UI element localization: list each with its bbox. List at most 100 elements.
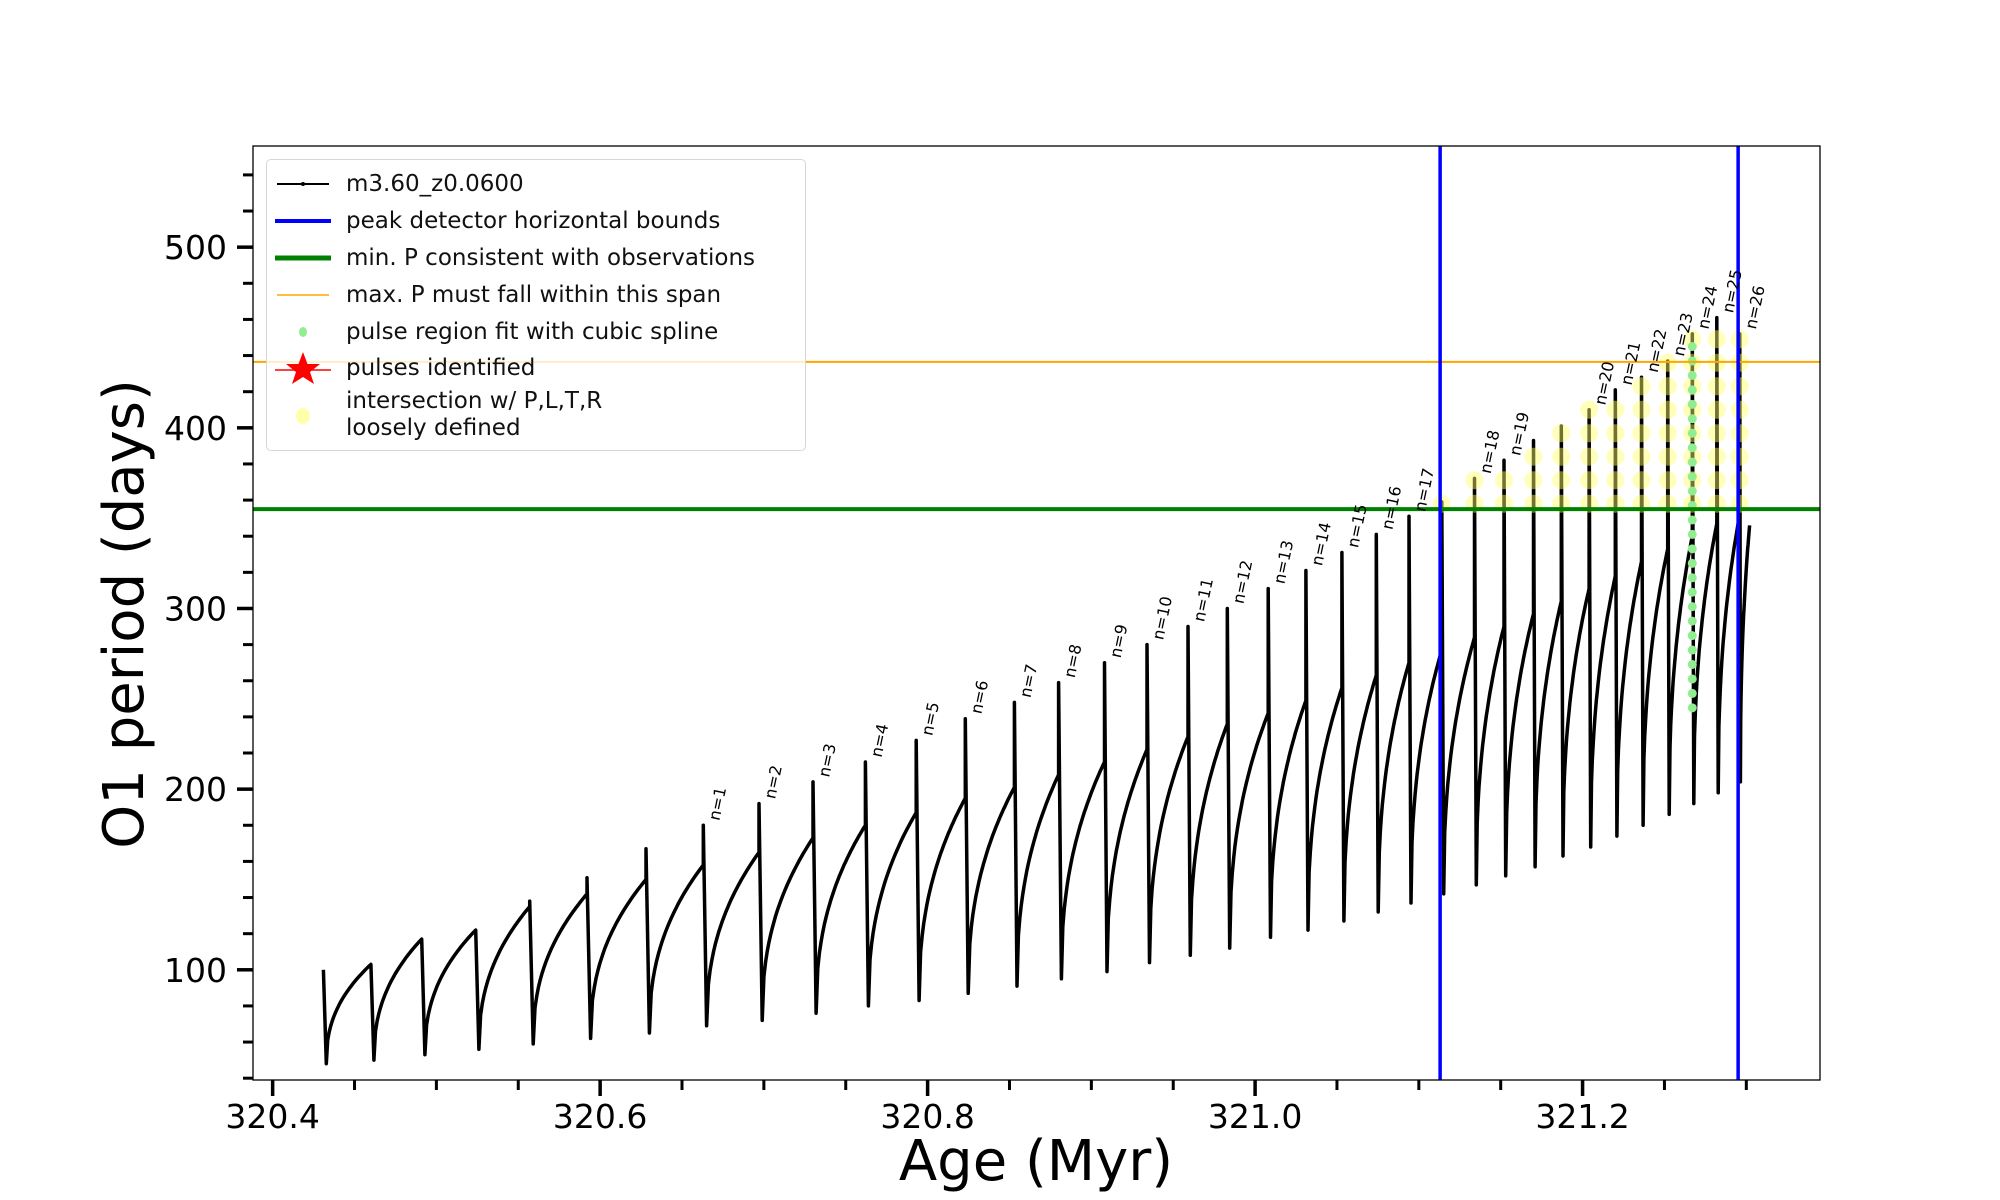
spline-fit-point [1687, 688, 1697, 698]
spline-fit-point [1687, 544, 1697, 554]
y-tick-label: 200 [164, 770, 227, 809]
orange-line-icon [277, 294, 329, 296]
intersection-marker [1606, 424, 1625, 443]
intersection-marker [1580, 447, 1599, 466]
intersection-marker [1465, 471, 1484, 490]
spline-fit-point [1687, 385, 1697, 395]
intersection-marker [1632, 424, 1651, 443]
pulse-label: n=4 [867, 722, 893, 759]
pulse-label: n=7 [1016, 662, 1042, 699]
intersection-marker [1606, 447, 1625, 466]
legend-item-pulses: pulses identified [267, 350, 805, 386]
intersection-marker [1683, 400, 1702, 419]
spline-fit-point [1687, 443, 1697, 453]
spline-fit-point [1687, 414, 1697, 424]
spline-fit-point [1687, 645, 1697, 655]
spline-fit-point [1687, 616, 1697, 626]
spline-fit-point [1687, 399, 1697, 409]
intersection-marker [1632, 447, 1651, 466]
pulse-label: n=18 [1476, 428, 1504, 475]
pulse-label: n=1 [705, 785, 731, 822]
spline-fit-point [1687, 587, 1697, 597]
legend-item-min-period: min. P consistent with observations [267, 240, 805, 276]
spline-fit-point [1687, 342, 1697, 352]
spline-fit-point [1687, 457, 1697, 467]
y-tick-label: 300 [164, 589, 227, 628]
pulse-label: n=2 [760, 763, 786, 800]
plot-frame [252, 145, 1821, 1081]
pulse-label: n=13 [1270, 539, 1298, 586]
pulse-label: n=25 [1718, 268, 1746, 315]
spline-fit-point [1687, 703, 1697, 713]
intersection-marker [1580, 471, 1599, 490]
legend-item-spline: pulse region fit with cubic spline [267, 314, 805, 350]
red-star-icon [275, 352, 331, 384]
blue-line-icon [275, 219, 331, 223]
spline-fit-point [1687, 515, 1697, 525]
intersection-marker [1707, 377, 1726, 396]
intersection-marker [1683, 447, 1702, 466]
intersection-marker [1707, 424, 1726, 443]
legend-label: pulses identified [346, 355, 536, 381]
intersection-marker [1683, 330, 1702, 349]
legend-item-max-period: max. P must fall within this span [267, 277, 805, 313]
x-tick-label: 321.2 [1535, 1097, 1629, 1136]
intersection-marker [1632, 471, 1651, 490]
intersection-marker [1494, 471, 1513, 490]
spline-fit-point [1687, 529, 1697, 539]
y-tick-label: 500 [164, 228, 227, 267]
intersection-marker [1658, 447, 1677, 466]
legend-item-intersection: intersection w/ P,L,T,R loosely defined [267, 388, 805, 448]
intersection-marker [1707, 400, 1726, 419]
x-tick-label: 320.8 [880, 1097, 974, 1136]
pulse-label: n=3 [814, 742, 840, 779]
intersection-marker [1552, 471, 1571, 490]
y-tick-label: 400 [164, 409, 227, 448]
spline-fit-point [1687, 631, 1697, 641]
intersection-marker [1632, 377, 1651, 396]
legend-label: max. P must fall within this span [346, 282, 722, 308]
model-period-curve [321, 315, 1752, 1066]
intersection-marker [1658, 471, 1677, 490]
intersection-marker [1658, 377, 1677, 396]
x-tick-label: 320.6 [553, 1097, 647, 1136]
intersection-marker [1658, 400, 1677, 419]
line-dot-icon [277, 182, 329, 186]
intersection-marker [1580, 400, 1599, 419]
legend-item-model: m3.60_z0.0600 [267, 166, 805, 202]
intersection-marker [1552, 447, 1571, 466]
legend: m3.60_z0.0600 peak detector horizontal b… [266, 159, 806, 451]
legend-item-peak-bounds: peak detector horizontal bounds [267, 203, 805, 239]
y-axis-label: O1 period (days) [92, 379, 157, 849]
intersection-marker [1606, 471, 1625, 490]
pulse-label: n=16 [1378, 484, 1406, 531]
intersection-marker [1632, 400, 1651, 419]
spline-fit-point [1687, 370, 1697, 380]
pulse-label: n=8 [1060, 642, 1086, 679]
spline-fit-point [1687, 602, 1697, 612]
x-tick-label: 320.4 [225, 1097, 319, 1136]
green-line-icon [275, 255, 331, 261]
pulse-label: n=11 [1189, 576, 1217, 623]
legend-label: m3.60_z0.0600 [346, 171, 524, 197]
legend-label: pulse region fit with cubic spline [346, 319, 719, 345]
spline-fit-point [1687, 428, 1697, 438]
intersection-marker [1707, 330, 1726, 349]
spline-fit-point [1687, 472, 1697, 482]
pulse-label: n=12 [1229, 558, 1257, 605]
pulse-label: n=6 [967, 679, 993, 716]
pulse-label: n=9 [1106, 623, 1132, 660]
legend-label: min. P consistent with observations [346, 245, 756, 271]
plot-area [253, 146, 1820, 1080]
intersection-marker [1707, 471, 1726, 490]
axis-ticks: 320.4 320.6 320.8 321.0 321.2 100 200 300 400 500 [164, 173, 1748, 1136]
intersection-marker [1707, 447, 1726, 466]
spline-fit-point [1687, 558, 1697, 568]
spline-fit-point [1687, 659, 1697, 669]
x-tick-label: 321.0 [1208, 1097, 1302, 1136]
legend-label: peak detector horizontal bounds [346, 208, 721, 234]
pulse-label: n=26 [1741, 284, 1769, 331]
pulse-label: n=10 [1148, 595, 1176, 642]
intersection-marker [1552, 424, 1571, 443]
